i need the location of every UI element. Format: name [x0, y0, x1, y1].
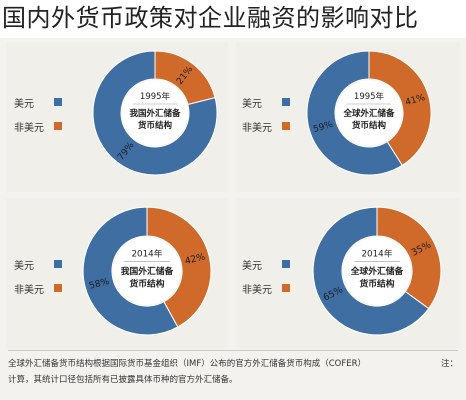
legend: 美元 非美元 — [242, 90, 290, 138]
slice-non-usd — [146, 206, 212, 328]
legend-swatch-non-usd — [54, 122, 62, 130]
legend-label-non-usd: 非美元 — [14, 122, 44, 134]
legend-swatch-non-usd — [282, 284, 290, 292]
legend: 美元 非美元 — [242, 252, 290, 300]
footnote-prefix: 注： — [440, 359, 458, 369]
footnote-line-2: 计算，其统计口径包括所有已披露具体币种的官方外汇储备。 — [8, 375, 238, 385]
donut-center — [336, 80, 402, 146]
year-label: 2014年 — [131, 248, 162, 260]
data-label-usd: 58% — [88, 276, 111, 292]
slice-usd — [92, 50, 218, 176]
divider — [8, 350, 458, 351]
center-label-line: 我国外汇储备 — [129, 108, 181, 119]
year-label: 1995年 — [354, 91, 385, 102]
legend-label-non-usd: 非美元 — [14, 284, 44, 296]
page-title: 国内外货币政策对企业融资的影响对比 — [0, 0, 466, 38]
slice-non-usd — [368, 50, 432, 167]
slice-usd — [312, 206, 430, 336]
legend-item-non-usd: 非美元 — [14, 276, 62, 300]
legend-item-non-usd: 非美元 — [242, 276, 290, 300]
slice-usd — [82, 206, 179, 336]
legend: 美元 非美元 — [14, 90, 62, 138]
legend: 美元 非美元 — [14, 252, 62, 300]
legend-item-non-usd: 非美元 — [242, 114, 290, 138]
legend-label-usd: 美元 — [242, 260, 262, 272]
legend-label-usd: 美元 — [14, 98, 34, 110]
legend-item-usd: 美元 — [242, 90, 290, 114]
year-label: 1995年 — [140, 91, 171, 102]
year-label: 2014年 — [361, 248, 392, 260]
legend-item-usd: 美元 — [14, 252, 62, 276]
legend-swatch-non-usd — [282, 122, 290, 130]
legend-label-non-usd: 非美元 — [242, 284, 272, 296]
legend-swatch-usd — [282, 260, 290, 268]
data-label-non-usd: 42% — [184, 251, 207, 267]
slice-usd — [306, 50, 403, 176]
chart-panel-china-1995: 美元 非美元 21% 79% 1995年 我国外汇储备 货币结构 — [6, 42, 228, 192]
chart-panel-global-1995: 美元 非美元 41% 59% 1995年 全球外汇储备 货币结构 — [236, 42, 460, 192]
donut-center — [122, 80, 188, 146]
center-label-line: 货币结构 — [129, 277, 165, 289]
legend-item-usd: 美元 — [242, 252, 290, 276]
legend-swatch-non-usd — [54, 284, 62, 292]
legend-label-usd: 美元 — [14, 260, 34, 272]
legend-item-non-usd: 非美元 — [14, 114, 62, 138]
footnote-line-1: 全球外汇储备货币结构根据国际货币基金组织（IMF）公布的官方外汇储备货币构成（C… — [8, 359, 367, 369]
legend-label-usd: 美元 — [242, 98, 262, 110]
center-label-line: 全球外汇储备 — [342, 108, 395, 119]
center-label-line: 货币结构 — [351, 120, 387, 131]
chart-panel-global-2014: 美元 非美元 35% 65% 2014年 全球外汇储备 货币结构 — [236, 198, 460, 348]
legend-swatch-usd — [54, 260, 62, 268]
legend-item-usd: 美元 — [14, 90, 62, 114]
center-label-line: 货币结构 — [137, 120, 173, 131]
chart-panel-china-2014: 美元 非美元 42% 58% 2014年我国外汇储备 货币结构 — [6, 198, 228, 348]
donut-center — [112, 236, 182, 306]
slice-non-usd — [376, 206, 442, 310]
footnote: 全球外汇储备货币结构根据国际货币基金组织（IMF）公布的官方外汇储备货币构成（C… — [8, 356, 458, 388]
center-label-line: 货币结构 — [359, 277, 395, 289]
center-label-line: 我国外汇储备 — [121, 265, 174, 277]
center-label-line: 全球外汇储备 — [350, 265, 404, 277]
legend-swatch-usd — [282, 98, 290, 106]
donut-center — [342, 236, 412, 306]
legend-label-non-usd: 非美元 — [242, 122, 272, 134]
legend-swatch-usd — [54, 98, 62, 106]
